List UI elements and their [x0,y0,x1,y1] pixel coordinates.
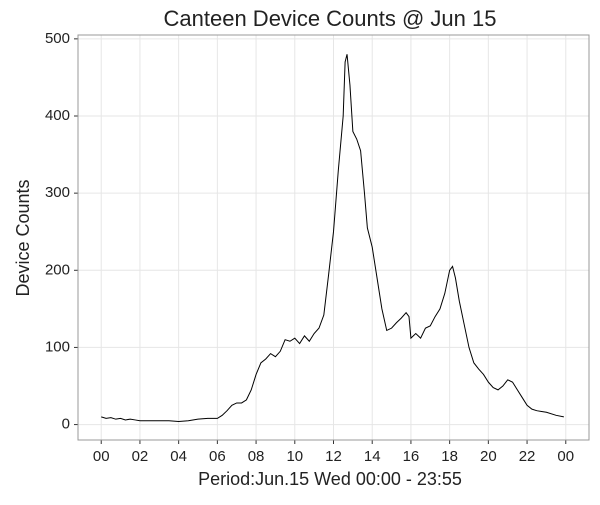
x-tick-label: 22 [519,448,536,465]
y-tick-label: 200 [45,261,70,278]
x-tick-label: 00 [93,448,110,465]
plot-border [77,34,590,441]
x-tick-label: 00 [557,448,574,465]
data-line [101,54,564,422]
x-axis-label: Period:Jun.15 Wed 00:00 - 23:55 [198,469,462,489]
y-tick-label: 300 [45,184,70,201]
chart-title: Canteen Device Counts @ Jun 15 [164,6,497,31]
x-tick-label: 04 [170,448,187,465]
y-axis-label: Device Counts [13,179,33,296]
x-tick-label: 10 [286,448,303,465]
y-tick-label: 500 [45,30,70,47]
x-tick-label: 18 [441,448,458,465]
x-tick-label: 16 [403,448,420,465]
y-tick-label: 100 [45,338,70,355]
y-tick-label: 400 [45,107,70,124]
x-tick-label: 20 [480,448,497,465]
x-tick-label: 14 [364,448,381,465]
y-tick-label: 0 [62,416,70,433]
x-tick-label: 06 [209,448,226,465]
x-tick-label: 02 [132,448,149,465]
x-tick-label: 12 [325,448,342,465]
x-tick-label: 08 [248,448,265,465]
